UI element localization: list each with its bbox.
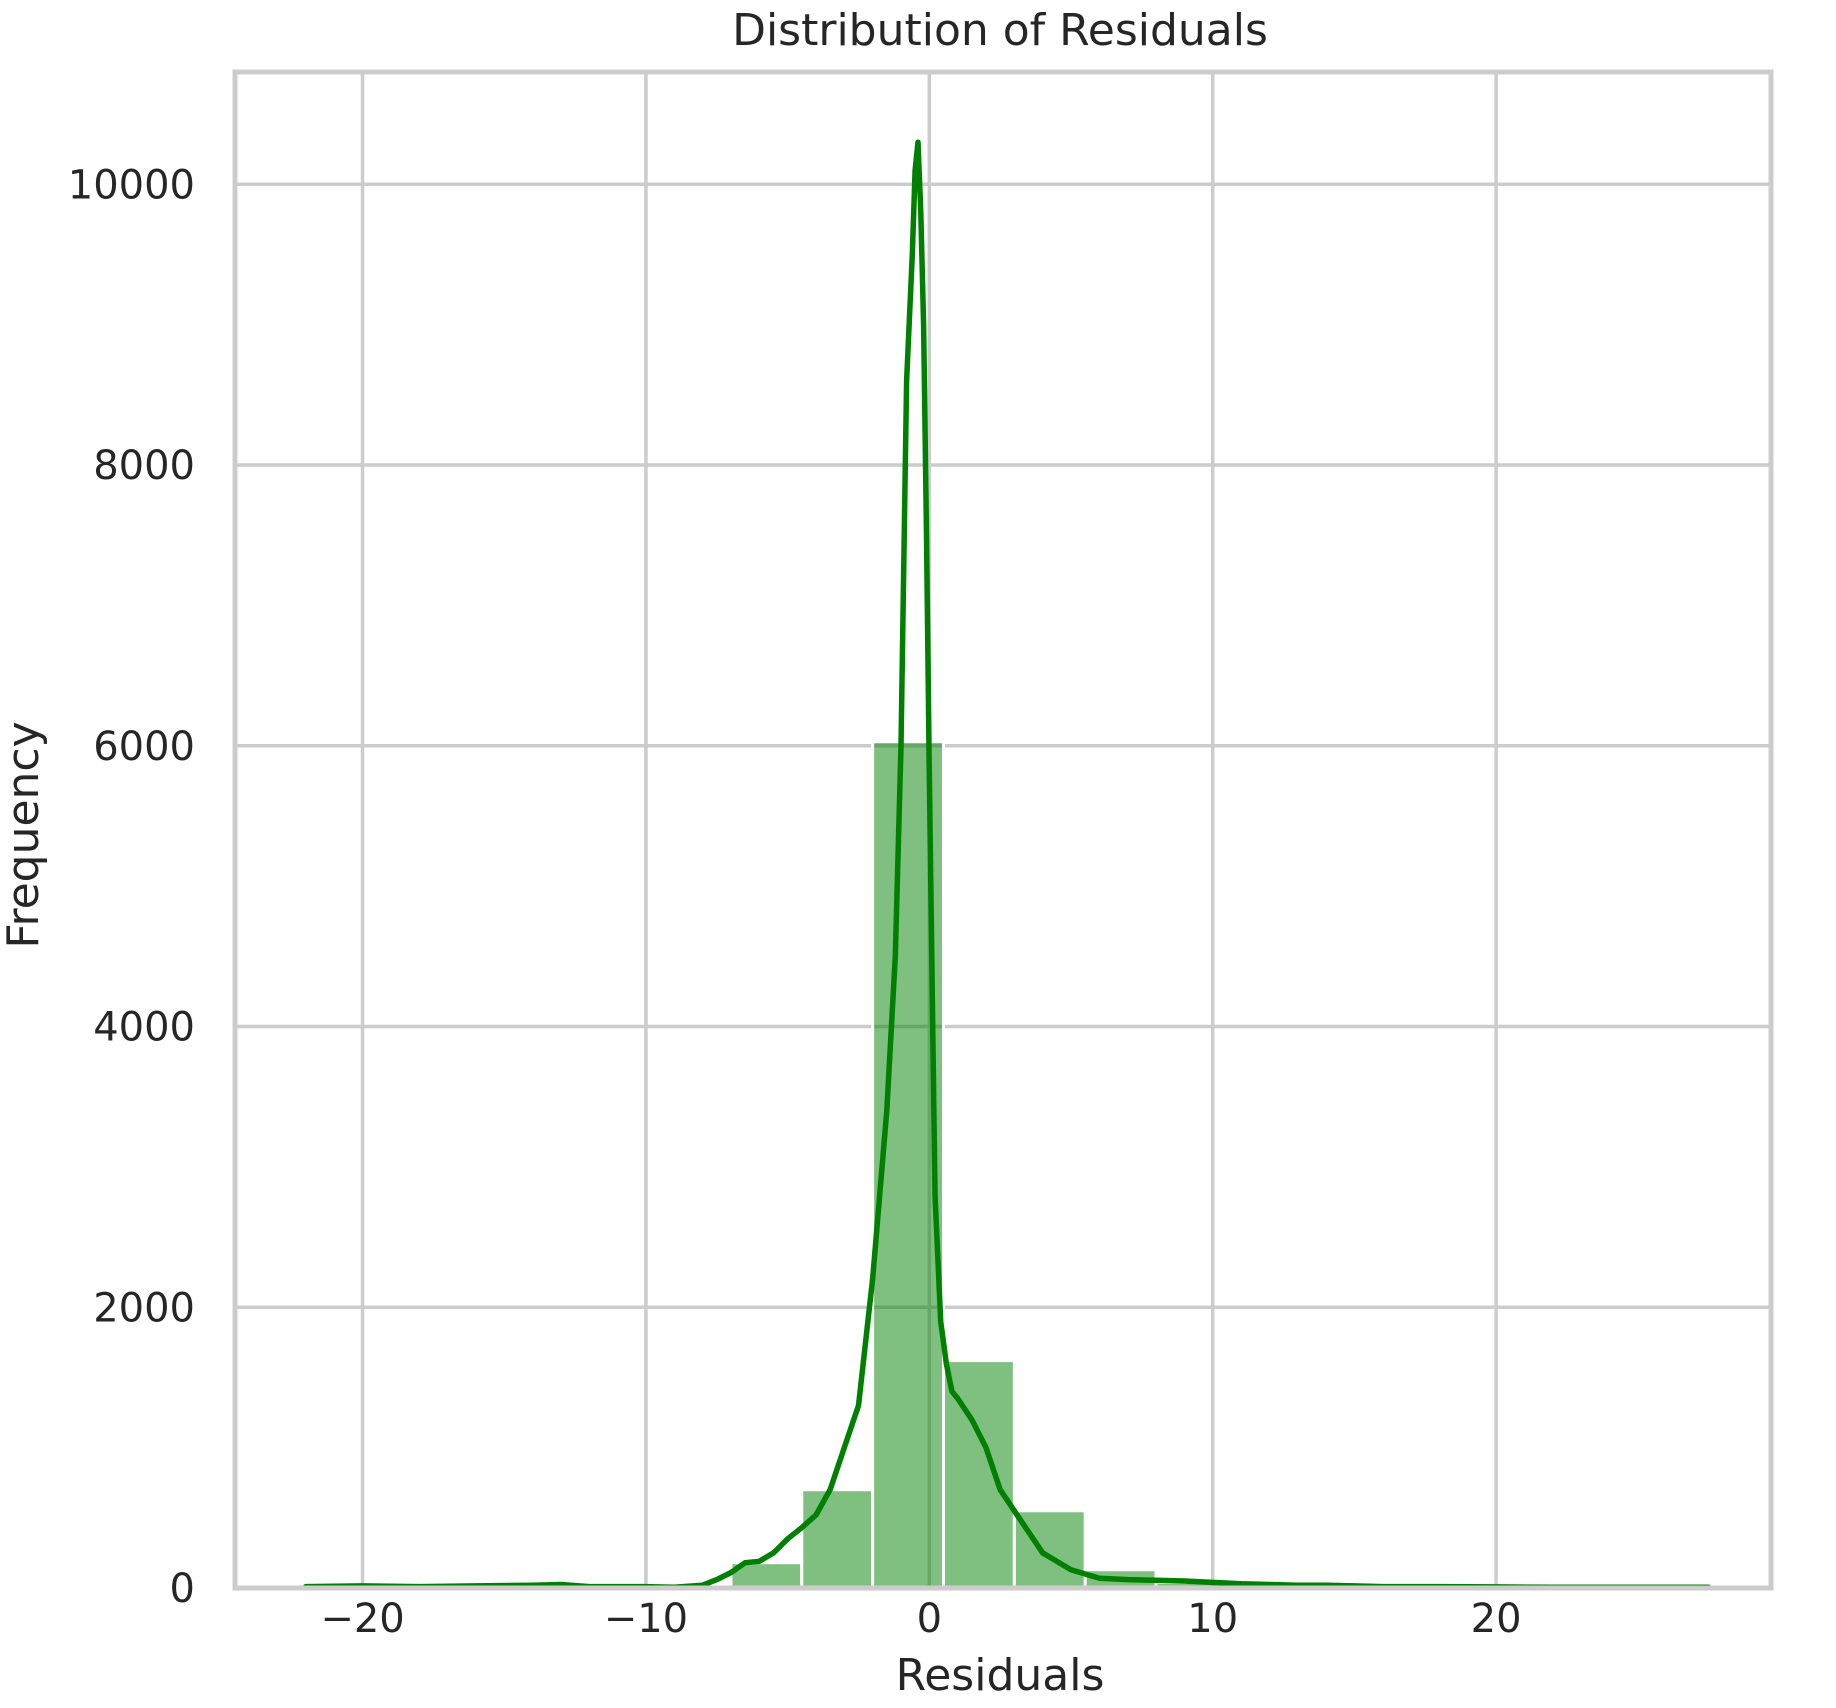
y-axis-tick-labels: 0 2000 4000 6000 8000 10000 xyxy=(68,162,195,1612)
y-tick-label-5: 10000 xyxy=(68,162,195,208)
kde-density-line xyxy=(303,139,1712,1591)
histogram-bar-10 xyxy=(1012,1509,1087,1590)
plot-frame xyxy=(232,69,1774,1591)
y-axis-label: Frequency xyxy=(0,721,49,948)
histogram-bar-7 xyxy=(800,1488,875,1590)
x-tick-label-0: −20 xyxy=(320,1596,404,1642)
x-tick-label-4: 20 xyxy=(1471,1596,1522,1642)
x-axis-label: Residuals xyxy=(896,1650,1105,1701)
x-tick-label-2: 0 xyxy=(917,1596,942,1642)
x-tick-label-3: 10 xyxy=(1187,1596,1238,1642)
histogram-bars xyxy=(304,740,1725,1590)
chart-title: Distribution of Residuals xyxy=(732,5,1268,56)
x-tick-label-1: −10 xyxy=(604,1596,688,1642)
y-tick-label-2: 4000 xyxy=(93,1005,195,1051)
y-tick-label-0: 0 xyxy=(170,1566,195,1612)
y-tick-label-1: 2000 xyxy=(93,1285,195,1331)
y-tick-label-3: 6000 xyxy=(93,724,195,770)
y-tick-label-4: 8000 xyxy=(93,443,195,489)
x-axis-tick-labels: −20 −10 0 10 20 xyxy=(320,1596,1521,1642)
